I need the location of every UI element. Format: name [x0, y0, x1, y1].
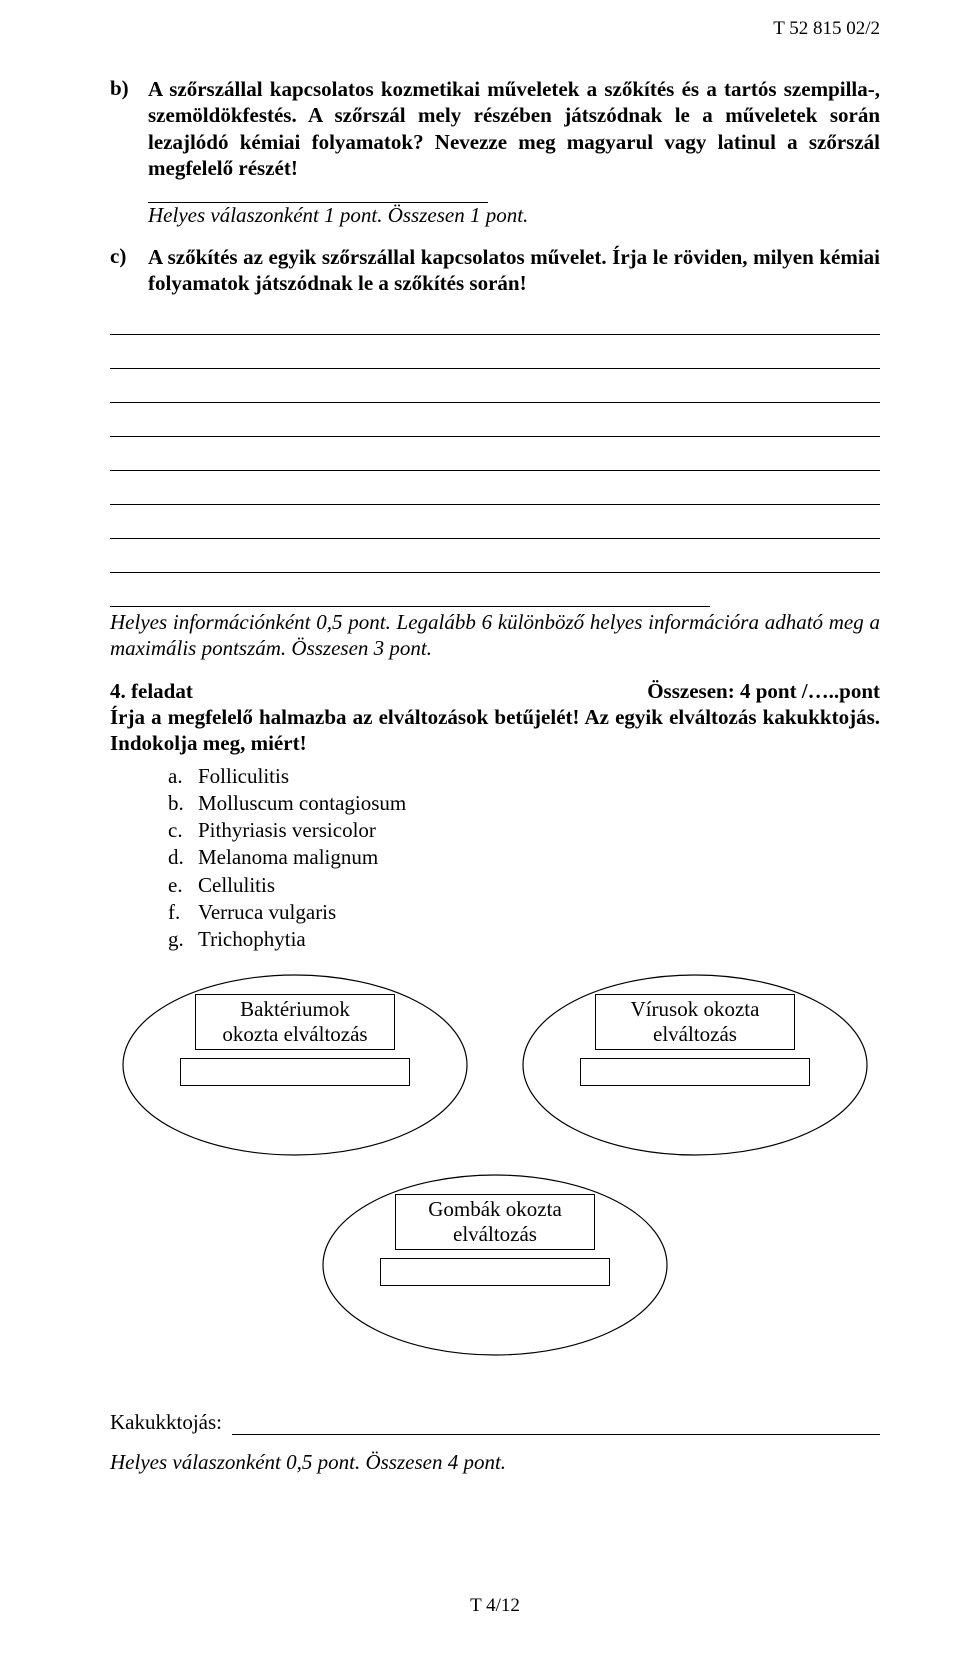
question-c: c) A szőkítés az egyik szőrszállal kapcs… [110, 244, 880, 297]
ellipse-left-answer[interactable] [180, 1058, 410, 1086]
task4-label: feladat [131, 679, 193, 703]
ellipse-right-label: Vírusok okozta elváltozás [595, 994, 795, 1050]
question-b-marker: b) [110, 76, 148, 181]
kakukk-line[interactable] [232, 1415, 880, 1435]
scoring-task4: Helyes válaszonként 0,5 pont. Összesen 4… [110, 1449, 880, 1475]
answer-line[interactable] [110, 505, 880, 539]
ellipse-right-answer[interactable] [580, 1058, 810, 1086]
ellipse-left[interactable]: Baktériumok okozta elváltozás [120, 970, 470, 1160]
answer-line[interactable] [110, 301, 880, 335]
task4-list: a.Folliculitis b.Molluscum contagiosum c… [168, 763, 880, 954]
page-footer: T 4/12 [110, 1595, 880, 1617]
question-b: b) A szőrszállal kapcsolatos kozmetikai … [110, 76, 880, 181]
answer-line[interactable] [110, 471, 880, 505]
list-item: d.Melanoma malignum [168, 844, 880, 871]
answer-line[interactable] [110, 335, 880, 369]
answer-line[interactable] [110, 369, 880, 403]
ellipse-right[interactable]: Vírusok okozta elváltozás [520, 970, 870, 1160]
task4-number: 4. [110, 679, 126, 703]
ellipse-bottom-answer[interactable] [380, 1258, 610, 1286]
task4-points: Összesen: 4 pont /…..pont [647, 679, 880, 704]
kakukk-row: Kakukktojás: [110, 1410, 880, 1435]
list-item: e.Cellulitis [168, 872, 880, 899]
ellipse-bottom[interactable]: Gombák okozta elváltozás [320, 1170, 670, 1360]
answer-line[interactable] [110, 573, 710, 607]
answer-line[interactable] [110, 403, 880, 437]
list-item: f.Verruca vulgaris [168, 899, 880, 926]
question-b-text: A szőrszállal kapcsolatos kozmetikai műv… [148, 76, 880, 181]
task4-header: 4. feladat Összesen: 4 pont /…..pont [110, 679, 880, 704]
kakukk-label: Kakukktojás: [110, 1410, 232, 1435]
list-item: c.Pithyriasis versicolor [168, 817, 880, 844]
list-item: a.Folliculitis [168, 763, 880, 790]
ellipse-left-label: Baktériumok okozta elváltozás [195, 994, 395, 1050]
page: T 52 815 02/2 b) A szőrszállal kapcsolat… [0, 0, 960, 1657]
answer-line[interactable] [110, 539, 880, 573]
ellipse-bottom-label: Gombák okozta elváltozás [395, 1194, 595, 1250]
scoring-c: Helyes információnként 0,5 pont. Legaláb… [110, 609, 880, 662]
list-item: b.Molluscum contagiosum [168, 790, 880, 817]
ellipse-top-row: Baktériumok okozta elváltozás Vírusok ok… [110, 970, 880, 1180]
answer-lines-c [110, 301, 880, 607]
answer-line-b[interactable] [148, 181, 488, 203]
question-c-marker: c) [110, 244, 148, 297]
question-c-text: A szőkítés az egyik szőrszállal kapcsola… [148, 244, 880, 297]
header-code: T 52 815 02/2 [773, 18, 880, 40]
answer-line[interactable] [110, 437, 880, 471]
task4-instruction: Írja a megfelelő halmazba az elváltozáso… [110, 704, 880, 757]
scoring-b: Helyes válaszonként 1 pont. Összesen 1 p… [148, 203, 880, 228]
list-item: g.Trichophytia [168, 926, 880, 953]
ellipse-bottom-row: Gombák okozta elváltozás [110, 1170, 880, 1370]
